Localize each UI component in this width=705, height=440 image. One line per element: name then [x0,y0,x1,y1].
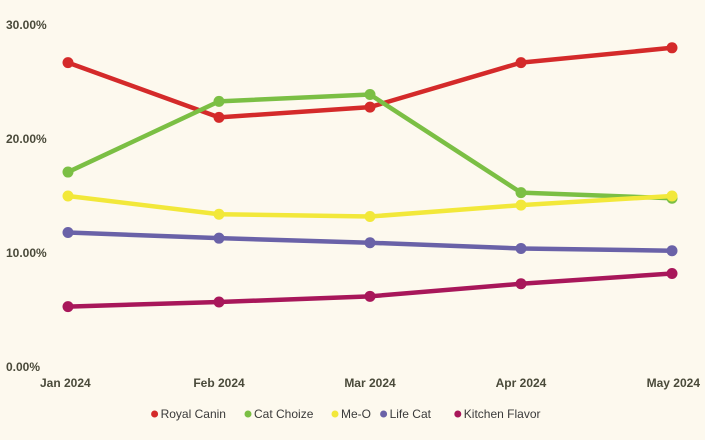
series-kitchen-flavor [62,268,678,313]
x-axis: Jan 2024 Feb 2024 Mar 2024 Apr 2024 May 2024 [40,376,700,390]
x-tick-label: Jan 2024 [40,376,91,390]
data-point [666,245,678,257]
legend-marker [331,410,339,418]
data-point [213,232,225,244]
legend-marker [244,410,252,418]
data-point [515,57,527,69]
legend-item: Me-O [331,407,371,421]
y-tick-label: 30.00% [6,18,47,32]
legend-label: Cat Choize [254,407,314,421]
data-point [213,208,225,220]
series-royal-canin [62,42,678,123]
data-point [515,242,527,254]
x-tick-label: Mar 2024 [344,376,396,390]
data-point [62,301,74,313]
data-point [364,211,376,223]
data-point [666,190,678,202]
data-point [62,226,74,238]
legend-item: Cat Choize [244,407,314,421]
data-point [213,111,225,123]
legend-marker [454,410,462,418]
legend-label: Me-O [341,407,371,421]
x-tick-label: Feb 2024 [193,376,245,390]
series-me-o [62,190,678,223]
series-life-cat [62,226,678,257]
data-point [364,101,376,113]
data-point [364,89,376,101]
legend: Royal Canin Cat Choize Me-O Life Cat Kitchen… [151,407,541,421]
series-cat-choize [62,89,678,204]
data-point [666,42,678,54]
data-point [666,268,678,280]
data-point [515,199,527,211]
y-tick-label: 10.00% [6,246,47,260]
data-point [364,290,376,302]
legend-label: Kitchen Flavor [464,407,541,421]
x-tick-label: May 2024 [647,376,701,390]
y-axis: 0.00% 10.00% 20.00% 30.00% [6,18,47,374]
data-point [515,187,527,199]
data-point [213,95,225,107]
y-tick-label: 20.00% [6,132,47,146]
legend-item: Life Cat [380,407,432,421]
data-point [213,296,225,308]
data-point [62,166,74,178]
legend-label: Life Cat [390,407,432,421]
data-point [364,237,376,249]
data-point [515,278,527,290]
series-group [62,42,678,313]
data-point [62,190,74,202]
legend-label: Royal Canin [161,407,226,421]
legend-marker [380,410,388,418]
legend-marker [151,410,159,418]
y-tick-label: 0.00% [6,360,40,374]
data-point [62,57,74,69]
x-tick-label: Apr 2024 [496,376,547,390]
legend-item: Kitchen Flavor [454,407,541,421]
legend-item: Royal Canin [151,407,226,421]
